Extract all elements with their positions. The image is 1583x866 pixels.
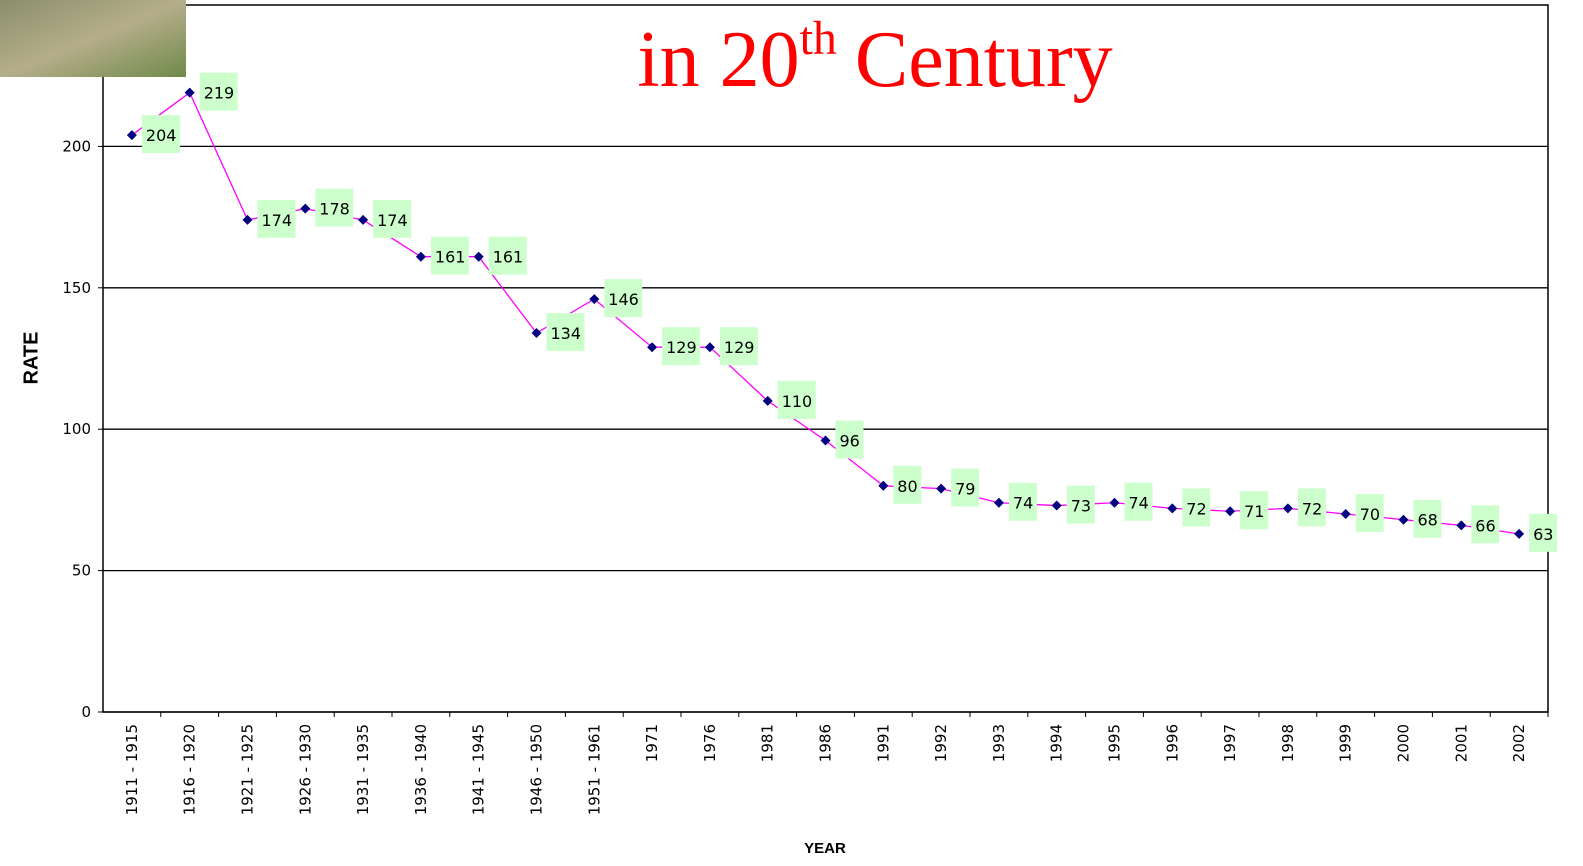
page: {"chart_data": {"type": "line", "title":… — [0, 0, 1583, 866]
x-tick-label: 1971 — [643, 724, 661, 762]
marker — [1110, 498, 1120, 508]
value-label: 72 — [1302, 499, 1322, 518]
marker — [300, 204, 310, 214]
marker — [1399, 515, 1409, 525]
title-main: in 20 — [637, 16, 799, 104]
value-label: 110 — [782, 392, 813, 411]
marker — [1283, 503, 1293, 513]
value-label: 74 — [1013, 494, 1033, 513]
x-tick-label: 1931 - 1935 — [354, 724, 372, 815]
x-tick-label: 2002 — [1510, 724, 1528, 762]
marker — [1456, 520, 1466, 530]
x-tick-label: 1911 - 1915 — [123, 724, 141, 815]
x-tick-label: 1992 — [932, 724, 950, 762]
value-label: 73 — [1071, 497, 1091, 516]
value-label: 66 — [1475, 516, 1495, 535]
y-tick-label: 50 — [72, 562, 91, 580]
value-label: 70 — [1360, 505, 1380, 524]
line — [132, 93, 1519, 534]
x-tick-label: 1981 — [759, 724, 777, 762]
marker — [1341, 509, 1351, 519]
y-tick-label: 100 — [62, 420, 91, 438]
plot-frame — [103, 5, 1548, 712]
value-label: 63 — [1533, 525, 1553, 544]
x-tick-label: 1926 - 1930 — [296, 724, 314, 815]
value-label: 204 — [146, 126, 177, 145]
value-label: 219 — [204, 84, 235, 103]
y-tick-label: 200 — [62, 137, 91, 155]
marker — [936, 484, 946, 494]
x-tick-label: 1998 — [1279, 724, 1297, 762]
marker — [1052, 501, 1062, 511]
photo — [0, 0, 186, 77]
x-tick-label: 1921 - 1925 — [239, 724, 257, 815]
marker — [532, 328, 542, 338]
value-label: 174 — [377, 211, 408, 230]
value-label: 161 — [493, 248, 524, 267]
x-tick-label: 1995 — [1106, 724, 1124, 762]
x-tick-label: 1946 - 1950 — [528, 724, 546, 815]
marker — [1225, 506, 1235, 516]
x-tick-label: 1916 - 1920 — [181, 724, 199, 815]
value-label: 174 — [262, 211, 293, 230]
value-label: 178 — [319, 200, 350, 219]
marker — [185, 88, 195, 98]
y-axis-label: RATE — [20, 332, 42, 385]
value-label: 80 — [897, 477, 917, 496]
value-label: 129 — [666, 338, 697, 357]
value-label: 68 — [1418, 511, 1438, 530]
marker — [1514, 529, 1524, 539]
marker — [416, 252, 426, 262]
x-tick-label: 1997 — [1221, 724, 1239, 762]
x-tick-label: 1976 — [701, 724, 719, 762]
value-label: 96 — [840, 432, 860, 451]
x-tick-label: 2001 — [1452, 724, 1470, 762]
title-sup: th — [800, 12, 837, 65]
marker — [1167, 503, 1177, 513]
value-label: 74 — [1129, 494, 1149, 513]
value-label: 72 — [1186, 499, 1206, 518]
title-rest: Century — [855, 16, 1113, 104]
value-label: 129 — [724, 338, 755, 357]
marker — [243, 215, 253, 225]
marker — [994, 498, 1004, 508]
value-label: 79 — [955, 480, 975, 499]
value-label: 71 — [1244, 502, 1264, 521]
value-label: 146 — [608, 290, 639, 309]
x-tick-label: 1994 — [1048, 724, 1066, 762]
x-tick-label: 1993 — [990, 724, 1008, 762]
value-label: 134 — [551, 324, 582, 343]
x-tick-label: 1951 - 1961 — [585, 724, 603, 815]
x-tick-label: 1986 — [817, 724, 835, 762]
x-tick-label: 1936 - 1940 — [412, 724, 430, 815]
x-axis-label: YEAR — [804, 840, 846, 857]
marker — [474, 252, 484, 262]
y-tick-label: 150 — [62, 279, 91, 297]
marker — [127, 130, 137, 140]
y-tick-label: 0 — [81, 703, 91, 721]
x-tick-label: 1996 — [1163, 724, 1181, 762]
marker — [358, 215, 368, 225]
x-tick-label: 1991 — [874, 724, 892, 762]
chart-title: in 20th Century — [637, 12, 1112, 104]
value-label: 161 — [435, 248, 466, 267]
x-tick-label: 2000 — [1395, 724, 1413, 762]
chart: in 20th Century RATE YEAR 0 50 100 150 200 191… — [0, 0, 1583, 866]
x-tick-label: 1941 - 1945 — [470, 724, 488, 815]
x-tick-label: 1999 — [1337, 724, 1355, 762]
